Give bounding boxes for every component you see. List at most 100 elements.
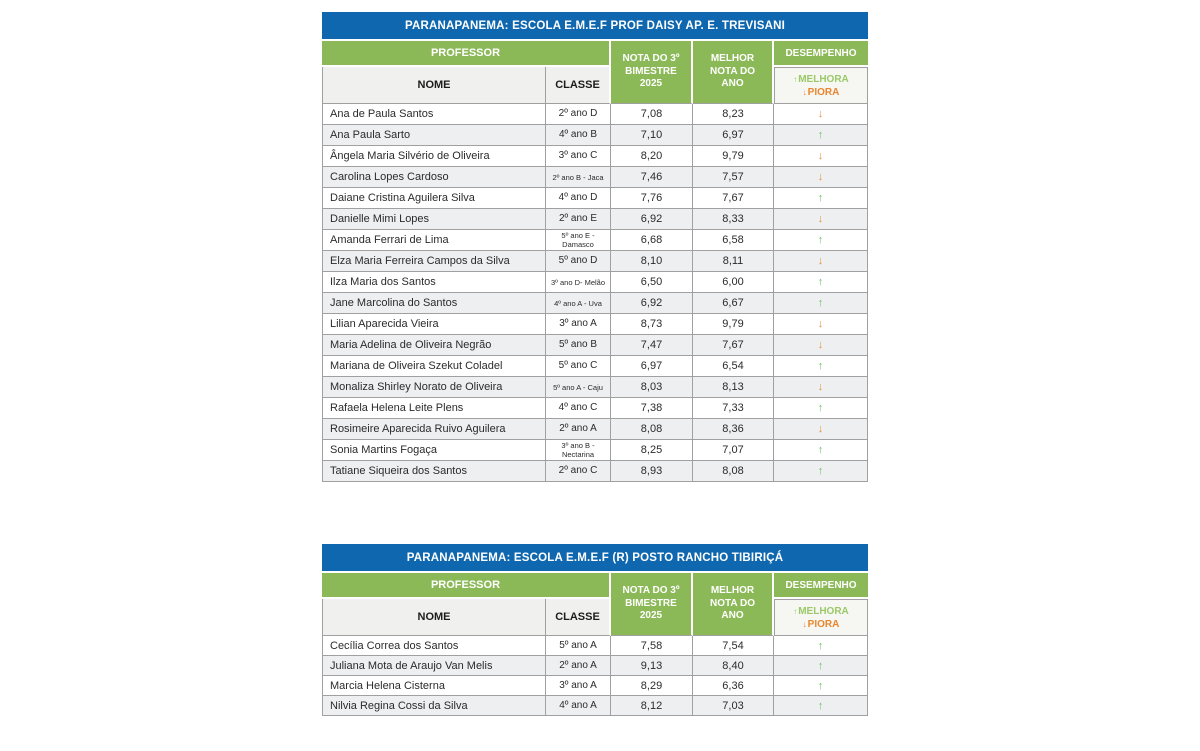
trend-down-icon: ↓: [774, 314, 868, 335]
row-professor-name: Monaliza Shirley Norato de Oliveira: [322, 377, 546, 398]
row-nota-bimestre: 6,68: [611, 230, 693, 251]
legend-piora-label: PIORA: [807, 86, 840, 98]
header-nome: NOME: [322, 67, 546, 104]
trend-up-icon: ↑: [774, 293, 868, 314]
row-nota-bimestre: 6,92: [611, 293, 693, 314]
trend-up-icon: ↑: [774, 656, 868, 676]
row-classe: 2º ano A: [546, 656, 611, 676]
trend-down-icon: ↓: [774, 335, 868, 356]
school-table-trevisani: PARANAPANEMA: ESCOLA E.M.E.F PROF DAISY …: [322, 12, 868, 482]
row-melhor-nota: 7,67: [693, 335, 774, 356]
row-melhor-nota: 6,00: [693, 272, 774, 293]
row-classe: 4º ano A - Uva: [546, 293, 611, 314]
legend-piora: ↓PIORA: [803, 618, 840, 631]
row-nota-bimestre: 8,08: [611, 419, 693, 440]
table-grid: PROFESSOR NOTA DO 3º BIMESTRE 2025 MELHO…: [322, 41, 868, 482]
header-nota-bimestre: NOTA DO 3º BIMESTRE 2025: [611, 573, 693, 636]
row-professor-name: Cecília Correa dos Santos: [322, 636, 546, 656]
row-melhor-nota: 8,36: [693, 419, 774, 440]
row-professor-name: Rosimeire Aparecida Ruivo Aguilera: [322, 419, 546, 440]
trend-up-icon: ↑: [774, 125, 868, 146]
row-classe: 4º ano D: [546, 188, 611, 209]
row-nota-bimestre: 8,03: [611, 377, 693, 398]
row-nota-bimestre: 6,92: [611, 209, 693, 230]
row-nota-bimestre: 9,13: [611, 656, 693, 676]
table-grid: PROFESSOR NOTA DO 3º BIMESTRE 2025 MELHO…: [322, 573, 868, 716]
row-nota-bimestre: 8,29: [611, 676, 693, 696]
row-classe: 5º ano B: [546, 335, 611, 356]
row-classe: 2º ano B - Jaca: [546, 167, 611, 188]
row-nota-bimestre: 8,73: [611, 314, 693, 335]
header-melhor-nota: MELHOR NOTA DO ANO: [693, 573, 774, 636]
legend-melhora-label: MELHORA: [798, 73, 849, 85]
header-professor: PROFESSOR: [322, 41, 611, 67]
trend-up-icon: ↑: [774, 440, 868, 461]
row-nota-bimestre: 8,93: [611, 461, 693, 482]
row-melhor-nota: 8,13: [693, 377, 774, 398]
row-classe: 5º ano E - Damasco: [546, 230, 611, 251]
legend-melhora-label: MELHORA: [798, 605, 849, 617]
row-classe: 3º ano A: [546, 314, 611, 335]
trend-up-icon: ↑: [774, 356, 868, 377]
legend-melhora: ↑MELHORA: [793, 73, 849, 86]
row-classe: 4º ano B: [546, 125, 611, 146]
row-nota-bimestre: 7,10: [611, 125, 693, 146]
row-nota-bimestre: 7,08: [611, 104, 693, 125]
row-professor-name: Tatiane Siqueira dos Santos: [322, 461, 546, 482]
row-melhor-nota: 7,03: [693, 696, 774, 716]
row-classe: 2º ano A: [546, 419, 611, 440]
row-professor-name: Mariana de Oliveira Szekut Coladel: [322, 356, 546, 377]
row-professor-name: Sonia Martins Fogaça: [322, 440, 546, 461]
legend-piora: ↓PIORA: [803, 86, 840, 99]
trend-down-icon: ↓: [774, 251, 868, 272]
header-desempenho: DESEMPENHO: [774, 573, 868, 599]
row-classe: 5º ano A - Caju: [546, 377, 611, 398]
trend-up-icon: ↑: [774, 636, 868, 656]
row-melhor-nota: 8,23: [693, 104, 774, 125]
down-arrow-icon: ↓: [802, 87, 807, 97]
row-nota-bimestre: 8,25: [611, 440, 693, 461]
trend-up-icon: ↑: [774, 188, 868, 209]
row-professor-name: Ana Paula Sarto: [322, 125, 546, 146]
trend-up-icon: ↑: [774, 272, 868, 293]
row-classe: 4º ano C: [546, 398, 611, 419]
row-professor-name: Ilza Maria dos Santos: [322, 272, 546, 293]
row-classe: 5º ano A: [546, 636, 611, 656]
trend-down-icon: ↓: [774, 377, 868, 398]
up-arrow-icon: ↑: [793, 606, 798, 616]
row-professor-name: Rafaela Helena Leite Plens: [322, 398, 546, 419]
header-professor: PROFESSOR: [322, 573, 611, 599]
row-classe: 4º ano A: [546, 696, 611, 716]
row-professor-name: Maria Adelina de Oliveira Negrão: [322, 335, 546, 356]
row-professor-name: Ângela Maria Silvério de Oliveira: [322, 146, 546, 167]
row-melhor-nota: 7,67: [693, 188, 774, 209]
down-arrow-icon: ↓: [802, 619, 807, 629]
row-melhor-nota: 9,79: [693, 146, 774, 167]
row-nota-bimestre: 6,50: [611, 272, 693, 293]
header-classe: CLASSE: [546, 67, 611, 104]
row-melhor-nota: 7,33: [693, 398, 774, 419]
row-melhor-nota: 6,67: [693, 293, 774, 314]
row-melhor-nota: 7,54: [693, 636, 774, 656]
trend-up-icon: ↑: [774, 230, 868, 251]
row-professor-name: Daiane Cristina Aguilera Silva: [322, 188, 546, 209]
row-melhor-nota: 6,36: [693, 676, 774, 696]
row-nota-bimestre: 6,97: [611, 356, 693, 377]
row-melhor-nota: 7,07: [693, 440, 774, 461]
up-arrow-icon: ↑: [793, 74, 798, 84]
row-nota-bimestre: 7,58: [611, 636, 693, 656]
trend-down-icon: ↓: [774, 167, 868, 188]
row-melhor-nota: 8,11: [693, 251, 774, 272]
row-nota-bimestre: 8,20: [611, 146, 693, 167]
header-melhor-nota: MELHOR NOTA DO ANO: [693, 41, 774, 104]
row-professor-name: Juliana Mota de Araujo Van Melis: [322, 656, 546, 676]
row-professor-name: Nilvia Regina Cossi da Silva: [322, 696, 546, 716]
row-professor-name: Lilian Aparecida Vieira: [322, 314, 546, 335]
row-nota-bimestre: 7,46: [611, 167, 693, 188]
row-professor-name: Ana de Paula Santos: [322, 104, 546, 125]
legend-melhora-piora: ↑MELHORA ↓PIORA: [774, 599, 868, 636]
table-title: PARANAPANEMA: ESCOLA E.M.E.F PROF DAISY …: [322, 12, 868, 39]
row-melhor-nota: 9,79: [693, 314, 774, 335]
row-professor-name: Marcia Helena Cisterna: [322, 676, 546, 696]
legend-piora-label: PIORA: [807, 618, 840, 630]
